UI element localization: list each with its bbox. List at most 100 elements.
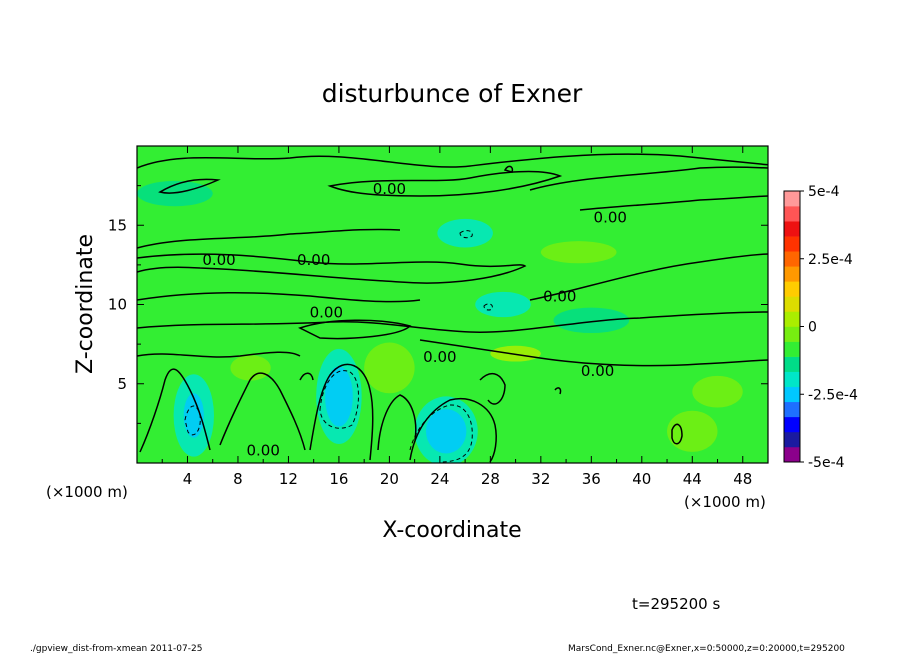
- contour-line: [137, 153, 768, 169]
- contour-label: 0.00: [246, 441, 279, 459]
- contour-line: [529, 253, 768, 301]
- x-axis-ticks: 4 8 12 16 20 24 28 32 36 40 44 48: [161, 146, 752, 488]
- contour-line: [327, 170, 563, 197]
- time-label: t=295200 s: [632, 595, 720, 613]
- x-tick-label: 20: [380, 470, 399, 488]
- contour-line: [158, 178, 221, 194]
- colorbar-swatch: [784, 371, 800, 388]
- colorbar-label: 5e-4: [808, 184, 840, 200]
- contour-label: 0.00: [297, 251, 330, 269]
- colorbar-label: -2.5e-4: [808, 387, 858, 403]
- contour-line-negative: [184, 405, 201, 436]
- field-patch: [325, 366, 353, 427]
- field-patch: [437, 218, 493, 248]
- chart-title: disturbunce of Exner: [322, 79, 583, 108]
- x-tick-label: 16: [329, 470, 348, 488]
- x-tick-label: 4: [183, 470, 193, 488]
- contour-label: 0.00: [423, 348, 456, 366]
- x-tick-label: 36: [582, 470, 601, 488]
- contour-line: [139, 368, 211, 453]
- field-patch: [667, 410, 718, 452]
- contour-line: [503, 165, 514, 173]
- contour-line: [671, 423, 683, 445]
- x-tick-label: 48: [733, 470, 752, 488]
- contour-label: 0.00: [581, 362, 614, 380]
- contour-line: [219, 372, 306, 451]
- colorbar-swatch: [784, 206, 800, 222]
- contour-line-negative: [459, 230, 473, 239]
- contour-line: [529, 166, 768, 191]
- contour-line: [137, 291, 421, 303]
- colorbar-swatch: [784, 236, 800, 252]
- colorbar-swatch: [784, 356, 800, 372]
- contour-line: [309, 363, 374, 461]
- y-tick-label: 15: [108, 216, 127, 234]
- field-patch: [230, 355, 271, 381]
- contour-line: [579, 195, 768, 211]
- x-tick-label: 8: [233, 470, 243, 488]
- colorbar-swatch: [784, 416, 800, 433]
- colorbar-swatch: [784, 431, 800, 448]
- contour-label: 0.00: [543, 288, 576, 306]
- colorbar-labels: 5e-4 2.5e-4 0 -2.5e-4 -5e-4: [800, 184, 858, 471]
- contour-lines: [137, 153, 768, 463]
- field-patch: [692, 375, 743, 408]
- x-unit-right: (×1000 m): [684, 493, 766, 511]
- contour-labels: 0.00 0.00 0.00 0.00 0.00 0.00 0.00 0.00 0.00: [202, 180, 627, 460]
- x-tick-label: 44: [683, 470, 702, 488]
- colorbar-swatch: [784, 446, 800, 463]
- field-patch: [540, 241, 617, 264]
- colorbar-swatch: [784, 191, 800, 207]
- colorbar-swatch: [784, 386, 800, 403]
- field-patch: [364, 342, 415, 394]
- colorbar-swatch: [784, 326, 800, 342]
- colorbar-label: -5e-4: [808, 455, 845, 471]
- contour-label: 0.00: [202, 251, 235, 269]
- colorbar-swatch: [784, 401, 800, 418]
- contour-label: 0.00: [373, 180, 406, 198]
- contour-line: [137, 351, 301, 358]
- contour-line: [137, 228, 401, 249]
- contour-line-negative: [409, 404, 473, 463]
- contour-line: [479, 373, 506, 405]
- y-axis-label: Z-coordinate: [73, 234, 98, 374]
- colorbar-swatch: [784, 251, 800, 267]
- colorbar-label: 0: [808, 320, 817, 336]
- field-patch: [137, 180, 213, 207]
- contour-label: 0.00: [594, 208, 627, 226]
- x-tick-label: 12: [279, 470, 298, 488]
- colorbar-swatch: [784, 221, 800, 237]
- y-tick-label: 10: [108, 296, 127, 314]
- field-patch: [475, 291, 531, 318]
- field-patch: [183, 393, 204, 438]
- x-axis-label: X-coordinate: [382, 518, 521, 543]
- colorbar-swatch: [784, 311, 800, 327]
- colorbar-swatch: [784, 341, 800, 357]
- footer-script: ./gpview_dist-from-xmean 2011-07-25: [30, 644, 202, 654]
- field-patches: [137, 180, 743, 463]
- footer-source: MarsCond_Exner.nc@Exner,x=0:50000,z=0:20…: [568, 644, 845, 654]
- colorbar: [783, 190, 801, 463]
- colorbar-swatch: [784, 266, 800, 282]
- y-tick-label: 5: [117, 375, 127, 393]
- colorbar-swatch: [784, 281, 800, 297]
- y-axis-ticks: 5 10 15: [108, 185, 768, 424]
- contour-line: [298, 319, 412, 340]
- contour-line: [409, 398, 497, 463]
- x-tick-label: 32: [531, 470, 550, 488]
- field-patch: [553, 307, 630, 334]
- x-tick-label: 28: [481, 470, 500, 488]
- contour-line: [137, 253, 527, 284]
- contour-line: [419, 339, 768, 367]
- contour-line: [554, 387, 562, 395]
- colorbar-swatch: [784, 296, 800, 312]
- contour-line-negative: [319, 370, 359, 429]
- plot-area: 0.00 0.00 0.00 0.00 0.00 0.00 0.00 0.00 0.00: [137, 146, 768, 463]
- x-unit-left: (×1000 m): [46, 483, 128, 501]
- x-tick-label: 40: [632, 470, 651, 488]
- contour-line: [377, 394, 417, 451]
- x-tick-label: 24: [430, 470, 449, 488]
- field-patch: [425, 409, 467, 454]
- contour-line: [137, 311, 768, 333]
